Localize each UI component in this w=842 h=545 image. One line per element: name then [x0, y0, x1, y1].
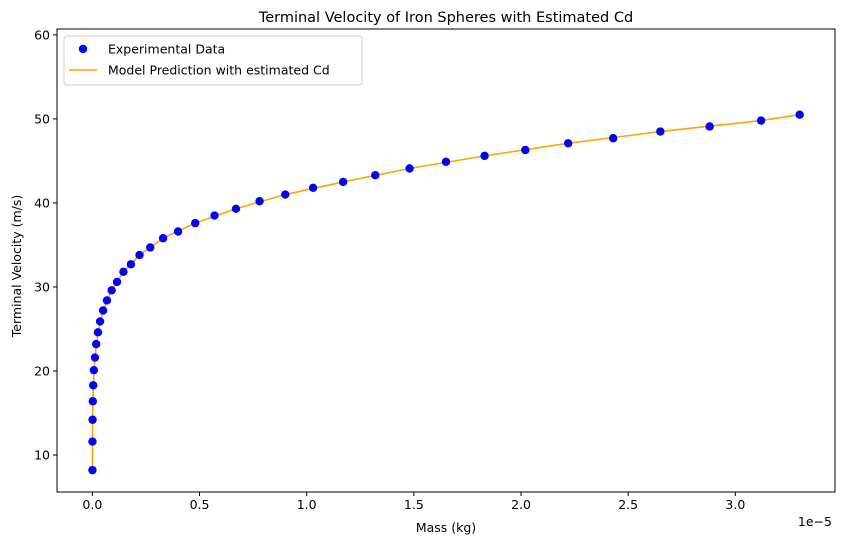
data-point	[210, 211, 219, 220]
data-point	[756, 116, 766, 125]
data-point	[89, 381, 98, 390]
data-point	[795, 110, 804, 119]
data-point	[126, 260, 136, 269]
data-point	[112, 277, 122, 287]
legend-label-1: Model Prediction with estimated Cd	[108, 63, 330, 78]
data-point	[338, 177, 348, 187]
x-axis-offset-text: 1e−5	[798, 514, 832, 529]
data-point	[521, 145, 530, 155]
x-tick-label: 1.5	[404, 497, 424, 512]
data-point	[92, 339, 101, 349]
data-point	[405, 164, 414, 173]
x-tick-label: 0.5	[190, 497, 210, 512]
x-tick-label: 2.0	[511, 497, 531, 512]
data-point	[191, 218, 200, 228]
data-point	[441, 157, 451, 166]
legend-label-0: Experimental Data	[108, 42, 225, 57]
y-tick-label: 10	[34, 448, 50, 463]
y-tick-label: 60	[34, 27, 50, 42]
legend-box	[63, 35, 363, 86]
y-tick-label: 30	[34, 279, 50, 294]
data-point	[173, 227, 183, 236]
data-point	[88, 397, 97, 406]
data-point	[93, 328, 103, 337]
data-point	[480, 151, 489, 161]
y-tick-label: 50	[34, 111, 50, 126]
x-axis-label: Mass (kg)	[416, 520, 476, 535]
data-point	[89, 365, 99, 375]
data-point	[88, 465, 97, 475]
x-tick-label: 1.0	[297, 497, 317, 512]
data-point	[281, 190, 290, 199]
data-point	[88, 415, 97, 424]
data-point	[255, 197, 264, 206]
y-tick-label: 40	[34, 195, 50, 210]
data-point	[88, 437, 97, 446]
data-point	[119, 267, 128, 277]
axes: 0.0 0.5 1.0 1.5 2.0 2.5 3.0 10 20 30 40 50 60	[34, 27, 836, 512]
x-tick-label: 2.5	[618, 497, 638, 512]
data-point	[95, 317, 105, 326]
data-point	[102, 296, 112, 305]
data-point	[158, 234, 168, 243]
plot-area	[88, 110, 804, 475]
y-tick-label: 20	[34, 363, 50, 378]
x-tick-label: 3.0	[725, 497, 745, 512]
data-point	[656, 127, 665, 136]
data-point	[308, 183, 318, 193]
axes-frame	[56, 28, 836, 493]
data-point	[563, 139, 573, 148]
data-point	[90, 353, 100, 362]
data-point	[231, 204, 241, 214]
chart-title: Terminal Velocity of Iron Spheres with E…	[258, 10, 633, 26]
data-point	[107, 286, 116, 295]
data-point	[705, 122, 714, 131]
data-point	[98, 306, 108, 315]
legend: Experimental Data Model Prediction with e…	[63, 35, 363, 86]
data-point	[608, 134, 618, 143]
data-point	[135, 250, 144, 260]
legend-marker-0	[78, 44, 88, 54]
y-axis-label: Terminal Velocity (m/s)	[9, 195, 24, 338]
data-point	[146, 243, 155, 252]
data-point	[371, 171, 380, 180]
x-tick-label: 0.0	[82, 497, 102, 512]
